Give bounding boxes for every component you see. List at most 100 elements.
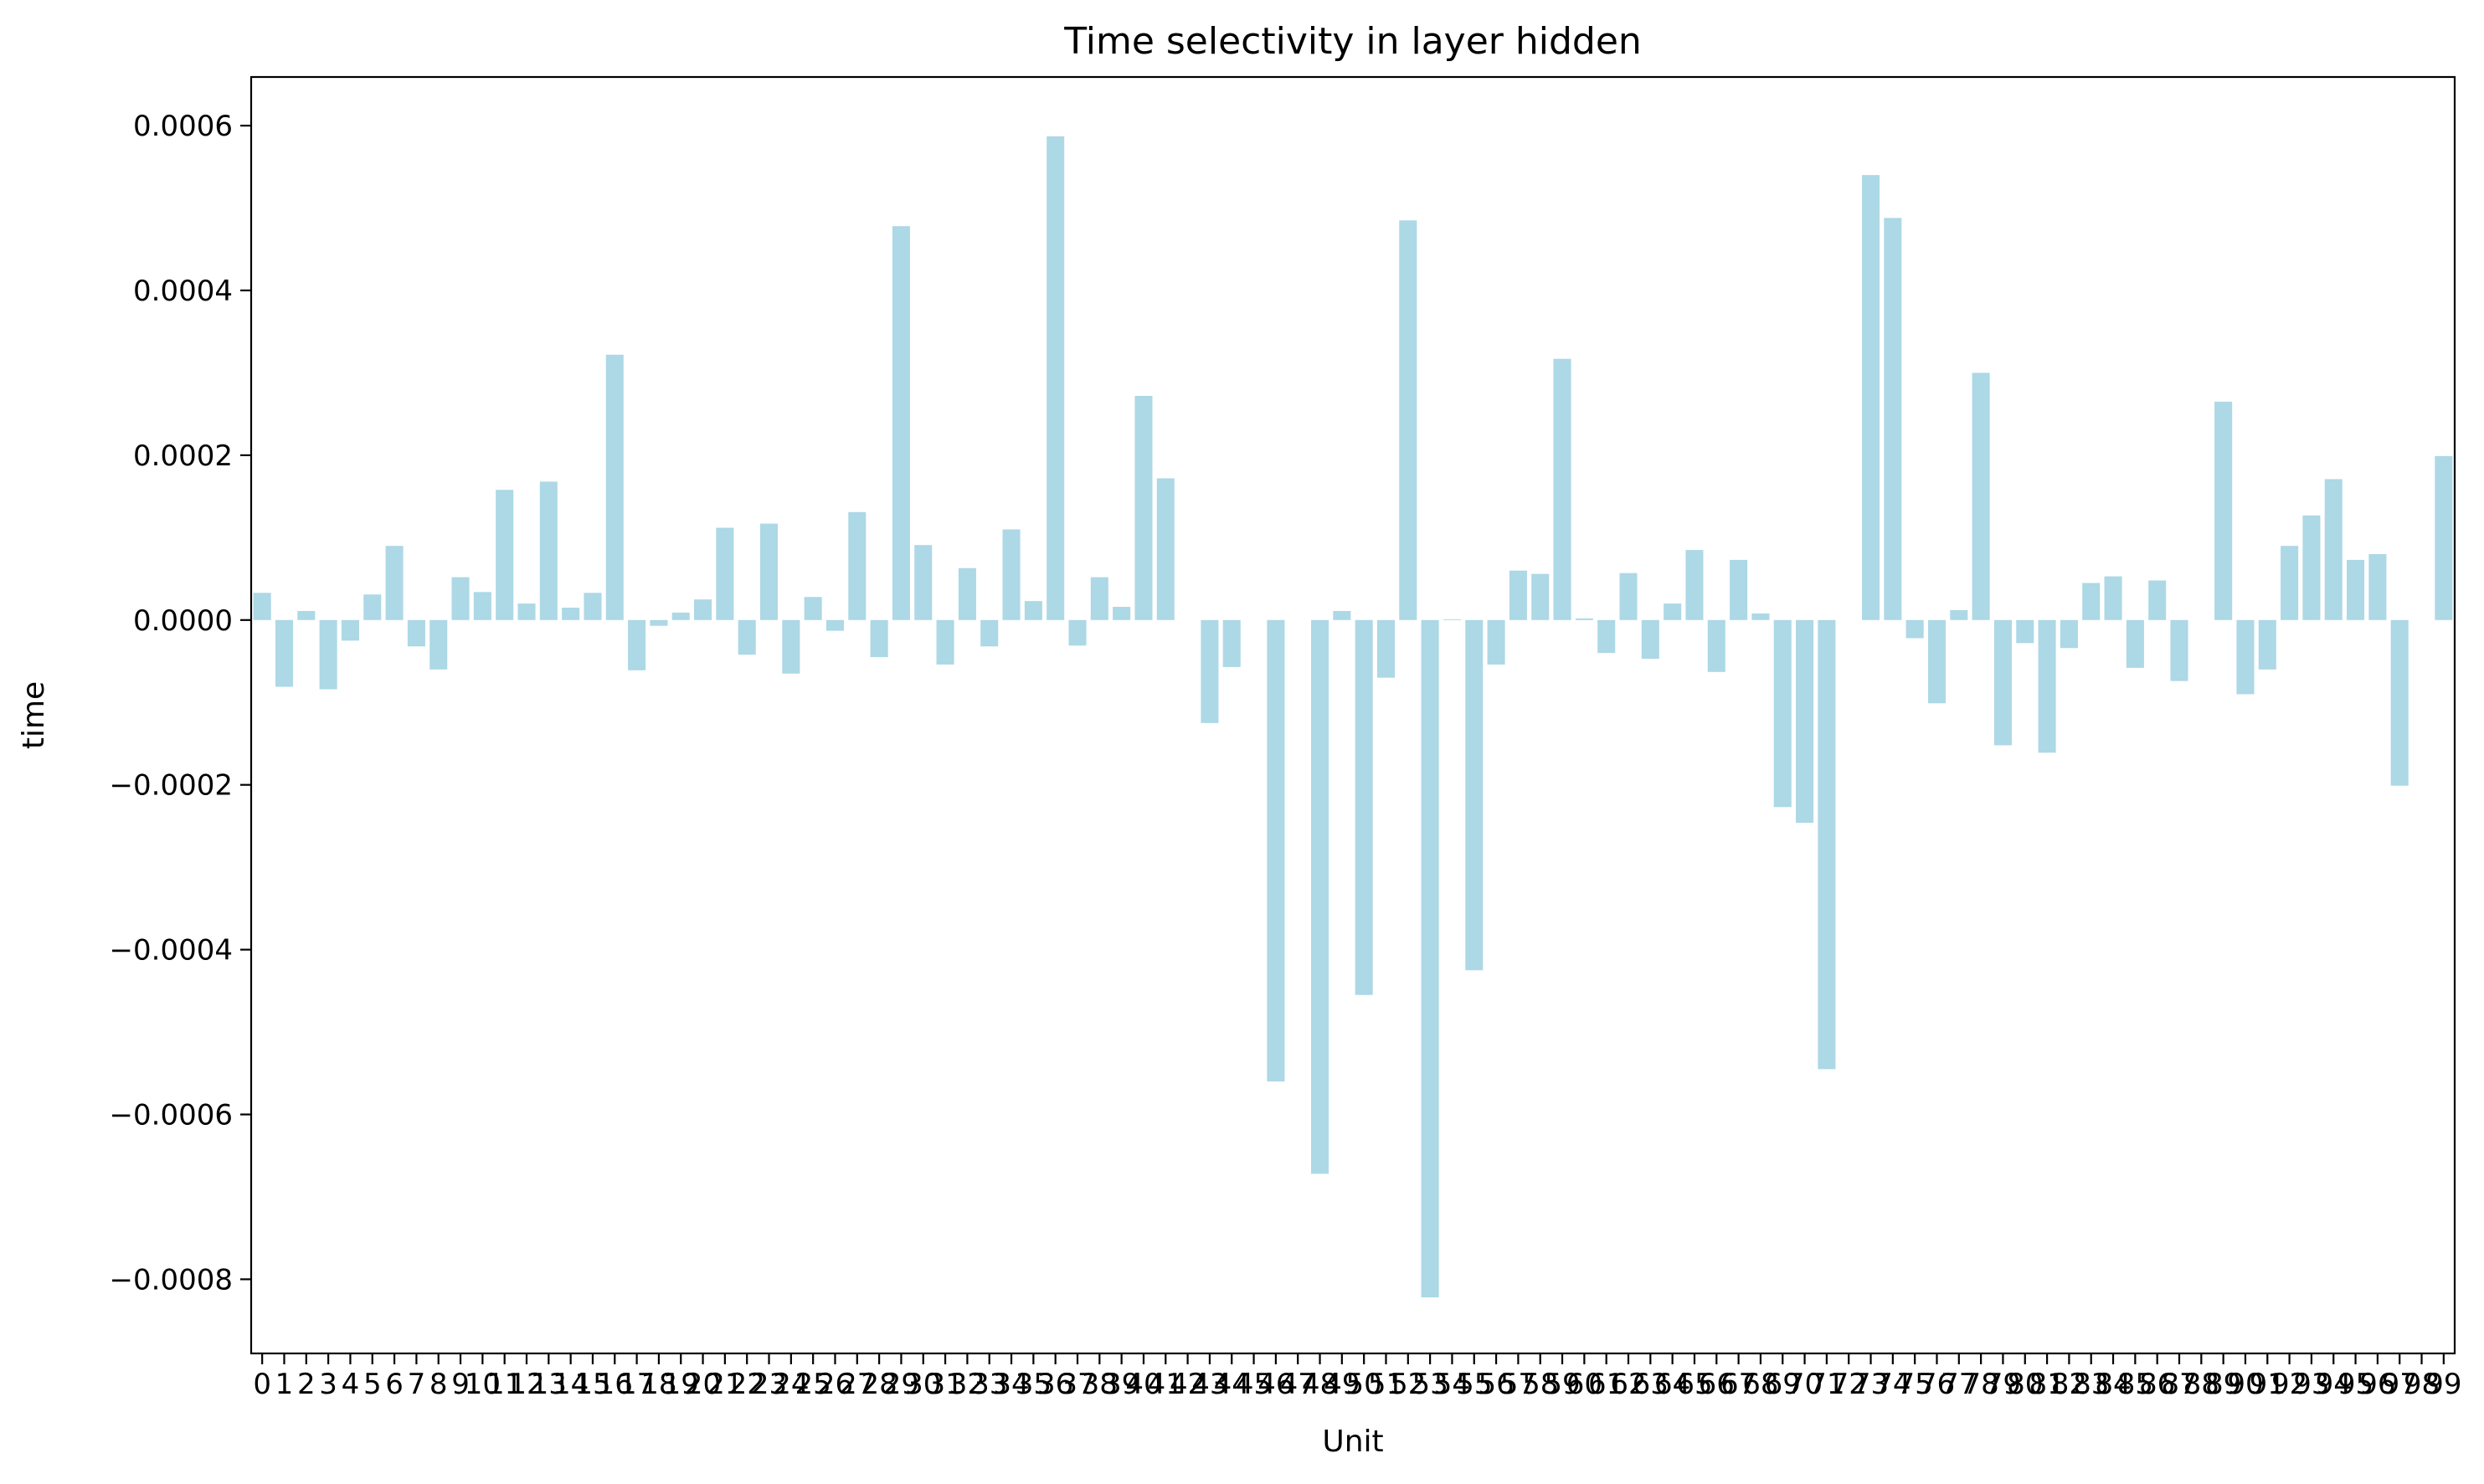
- x-tick-label: 14: [553, 1368, 589, 1401]
- bar-unit-32: [958, 567, 976, 620]
- x-tick-label: 10: [465, 1368, 501, 1401]
- x-axis: 0 1 2 3 4 5 6 7 8 9101112131415161718192021222324…: [253, 1353, 2461, 1401]
- x-tick-label: 12: [508, 1368, 544, 1401]
- bar-unit-69: [1773, 619, 1792, 808]
- x-tick-label: 99: [2425, 1368, 2461, 1401]
- bar-unit-76: [1927, 619, 1947, 704]
- x-tick-label: 23: [751, 1368, 787, 1401]
- bar-unit-87: [2170, 619, 2188, 681]
- bar-unit-61: [1597, 619, 1616, 654]
- bar-unit-89: [2214, 401, 2233, 620]
- y-tick-label: 0.0000: [133, 604, 233, 638]
- x-tick-label: 34: [993, 1368, 1029, 1401]
- bar-unit-3: [319, 619, 337, 690]
- x-tick-label: 58: [1522, 1368, 1558, 1401]
- x-tick-label: 27: [839, 1368, 875, 1401]
- x-tick-label: 22: [729, 1368, 765, 1401]
- bar-unit-82: [2060, 619, 2078, 649]
- x-tick-label: 2: [297, 1368, 316, 1401]
- x-tick-label: 88: [2183, 1368, 2219, 1401]
- x-tick-label: 78: [1962, 1368, 1998, 1401]
- x-tick-label: 56: [1478, 1368, 1514, 1401]
- bar-unit-48: [1310, 619, 1329, 1174]
- bar-unit-56: [1487, 619, 1505, 665]
- bar-unit-68: [1751, 613, 1770, 620]
- bar-unit-53: [1421, 619, 1439, 1298]
- x-tick-label: 71: [1808, 1368, 1844, 1401]
- bar-unit-90: [2236, 619, 2255, 695]
- bar-unit-29: [892, 226, 910, 620]
- bar-unit-99: [2435, 455, 2453, 620]
- x-tick-label: 49: [1324, 1368, 1360, 1401]
- bar-unit-41: [1156, 478, 1175, 620]
- x-tick-label: 3: [319, 1368, 337, 1401]
- bar-unit-20: [694, 599, 712, 620]
- bar-unit-97: [2390, 619, 2409, 786]
- bar-unit-77: [1950, 609, 1968, 620]
- x-tick-label: 93: [2293, 1368, 2329, 1401]
- bar-unit-6: [385, 546, 404, 620]
- x-tick-label: 98: [2404, 1368, 2440, 1401]
- bar-unit-39: [1113, 607, 1131, 620]
- x-tick-label: 48: [1302, 1368, 1338, 1401]
- bar-unit-22: [738, 619, 756, 655]
- bar-unit-63: [1641, 619, 1659, 660]
- bar-unit-21: [716, 527, 734, 620]
- x-tick-label: 24: [773, 1368, 809, 1401]
- bar-unit-66: [1707, 619, 1725, 672]
- bar-unit-5: [363, 594, 382, 620]
- x-tick-label: 76: [1919, 1368, 1955, 1401]
- x-tick-label: 87: [2161, 1368, 2197, 1401]
- x-tick-label: 26: [817, 1368, 853, 1401]
- chart-title: Time selectivity in layer hidden: [1063, 20, 1642, 63]
- x-tick-label: 82: [2051, 1368, 2087, 1401]
- x-tick-label: 47: [1280, 1368, 1316, 1401]
- x-tick-label: 45: [1236, 1368, 1272, 1401]
- x-tick-label: 73: [1853, 1368, 1889, 1401]
- bar-unit-49: [1333, 610, 1351, 620]
- x-tick-label: 39: [1103, 1368, 1139, 1401]
- bar-unit-93: [2302, 515, 2321, 620]
- bar-unit-36: [1047, 136, 1065, 620]
- bar-unit-23: [759, 523, 779, 620]
- bar-unit-81: [2038, 619, 2056, 753]
- x-tick-label: 67: [1720, 1368, 1756, 1401]
- x-tick-label: 90: [2227, 1368, 2263, 1401]
- bar-unit-74: [1884, 218, 1902, 620]
- x-tick-label: 7: [408, 1368, 426, 1401]
- y-tick-label: 0.0002: [133, 439, 233, 473]
- bars-layer: [253, 136, 2453, 1298]
- bar-unit-71: [1818, 619, 1836, 1070]
- x-tick-label: 54: [1434, 1368, 1470, 1401]
- bar-unit-85: [2126, 619, 2144, 668]
- x-tick-label: 97: [2382, 1368, 2418, 1401]
- x-tick-label: 66: [1699, 1368, 1735, 1401]
- x-tick-label: 50: [1346, 1368, 1382, 1401]
- x-tick-label: 86: [2139, 1368, 2175, 1401]
- x-tick-label: 0: [253, 1368, 271, 1401]
- x-tick-label: 63: [1633, 1368, 1669, 1401]
- x-tick-label: 20: [685, 1368, 721, 1401]
- bar-unit-15: [584, 593, 602, 620]
- x-tick-label: 6: [385, 1368, 404, 1401]
- bar-unit-4: [341, 619, 359, 641]
- bar-unit-35: [1024, 601, 1042, 620]
- x-tick-label: 21: [707, 1368, 743, 1401]
- x-tick-label: 18: [640, 1368, 676, 1401]
- bar-unit-64: [1664, 603, 1682, 620]
- bar-unit-26: [825, 619, 845, 631]
- bar-unit-44: [1222, 619, 1241, 667]
- x-tick-label: 57: [1500, 1368, 1536, 1401]
- x-tick-label: 28: [861, 1368, 897, 1401]
- bar-unit-94: [2324, 479, 2343, 620]
- bar-unit-28: [870, 619, 888, 658]
- x-tick-label: 62: [1610, 1368, 1646, 1401]
- bar-unit-43: [1201, 619, 1219, 723]
- bar-unit-37: [1068, 619, 1087, 646]
- bar-unit-12: [517, 603, 536, 620]
- x-axis-label: Unit: [1322, 1425, 1383, 1459]
- x-tick-label: 31: [927, 1368, 963, 1401]
- x-tick-label: 84: [2095, 1368, 2131, 1401]
- x-tick-label: 44: [1214, 1368, 1250, 1401]
- x-tick-label: 5: [363, 1368, 382, 1401]
